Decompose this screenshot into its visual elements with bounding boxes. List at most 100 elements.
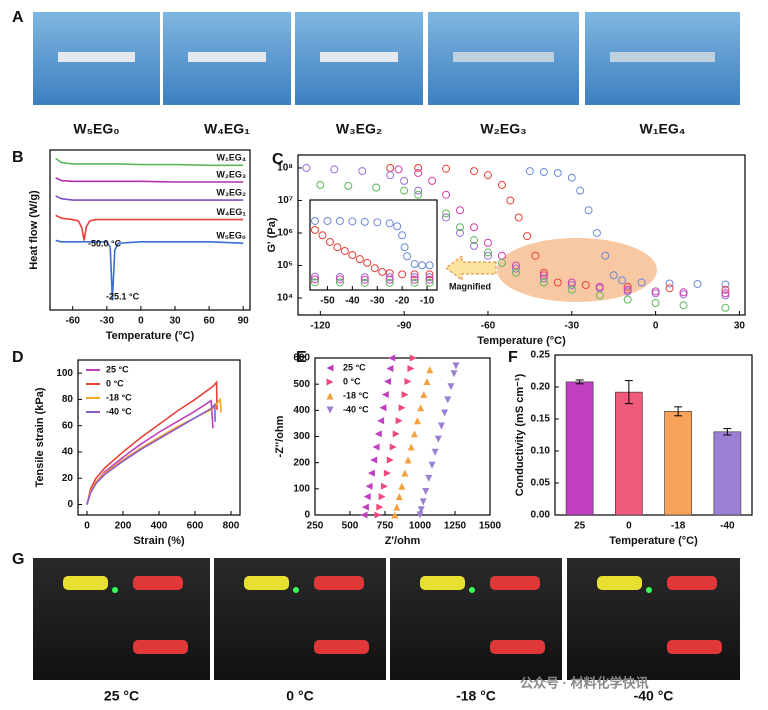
marker (400, 243, 409, 252)
y-tick-label: 80 (62, 394, 74, 405)
marker (330, 165, 339, 174)
y-tick-label: 60 (62, 420, 74, 431)
panel-label: G (12, 551, 24, 568)
marker (363, 493, 371, 501)
marker (425, 273, 434, 282)
marker (360, 275, 369, 284)
marker (419, 498, 427, 506)
marker (483, 248, 492, 257)
marker (581, 281, 590, 290)
marker (385, 273, 394, 282)
marker (434, 435, 442, 443)
x-axis-label: Temperature (°C) (477, 335, 566, 347)
x-tick-label: 800 (223, 521, 240, 532)
marker (414, 186, 423, 195)
plot-frame (309, 199, 438, 291)
y-tick-label: 10⁶ (277, 228, 293, 239)
marker (348, 217, 357, 226)
marker (398, 231, 407, 240)
bar (565, 381, 594, 516)
photo-caption: W₁EG₄ (640, 121, 686, 137)
photo-caption: -40 °C (634, 688, 674, 704)
marker (386, 171, 395, 180)
x-tick-label: 0 (626, 521, 632, 532)
marker (506, 196, 515, 205)
marker (392, 430, 400, 438)
marker (365, 482, 373, 490)
x-tick-label: -40 (345, 296, 360, 307)
x-tick-label: 0 (653, 321, 659, 332)
annotation: -25.1 °C (106, 291, 140, 301)
annotation: -50.0 °C (88, 238, 122, 248)
marker (584, 206, 593, 215)
marker (447, 383, 455, 391)
marker (400, 186, 409, 195)
bar (713, 431, 742, 516)
bar (664, 411, 692, 516)
marker (386, 163, 395, 172)
marker (525, 167, 534, 176)
y-tick-label: 10⁷ (278, 195, 293, 206)
legend-label: -18 °C (106, 392, 132, 402)
x-tick-label: -50 (320, 296, 335, 307)
marker (470, 223, 479, 232)
marker (497, 258, 506, 267)
clip (420, 576, 465, 590)
marker (374, 430, 382, 438)
series-line (55, 239, 244, 301)
photo-caption: W₅EG₀ (73, 121, 119, 137)
marker (401, 469, 409, 477)
marker (302, 163, 311, 172)
x-tick-label: -20 (395, 296, 410, 307)
photo-caption: -18 °C (456, 688, 496, 704)
marker (693, 279, 702, 288)
x-tick-label: 30 (169, 316, 181, 327)
y-tick-label: 10⁵ (277, 260, 293, 271)
led (293, 587, 299, 593)
clip (490, 640, 545, 654)
marker (391, 511, 399, 519)
plot-frame (554, 354, 753, 516)
photo-caption: W₄EG₁ (204, 121, 250, 137)
marker (665, 279, 674, 288)
marker (325, 237, 334, 246)
marker (374, 511, 382, 519)
panel-label: D (12, 349, 24, 366)
clip (314, 576, 364, 590)
marker (414, 190, 423, 199)
marker (358, 167, 367, 176)
photo (33, 558, 210, 680)
marker (592, 228, 601, 237)
marker (553, 168, 562, 177)
marker (426, 366, 434, 374)
y-tick-label: 0.20 (531, 382, 551, 393)
marker (721, 289, 730, 298)
legend-marker (326, 378, 334, 386)
x-tick-label: 30 (734, 321, 746, 332)
clip (133, 576, 183, 590)
marker (310, 278, 319, 287)
marker (609, 271, 618, 280)
x-tick-label: -30 (370, 296, 385, 307)
marker (417, 506, 425, 514)
marker (409, 354, 417, 362)
marker (539, 278, 548, 287)
marker (452, 362, 460, 370)
legend-label: 25 °C (343, 362, 366, 372)
clip (667, 640, 722, 654)
marker (385, 219, 394, 228)
y-tick-label: 300 (293, 431, 310, 442)
marker (360, 511, 368, 519)
marker (395, 493, 403, 501)
hydrogel-strip (453, 52, 554, 62)
marker (377, 417, 385, 425)
photo-caption: 0 °C (286, 688, 313, 704)
series-label: W₅EG₀ (216, 231, 246, 241)
x-tick-label: 1250 (444, 521, 467, 532)
marker (553, 278, 562, 287)
marker (425, 261, 434, 270)
marker (679, 288, 688, 297)
marker (437, 422, 445, 430)
x-tick-label: 1000 (409, 521, 432, 532)
